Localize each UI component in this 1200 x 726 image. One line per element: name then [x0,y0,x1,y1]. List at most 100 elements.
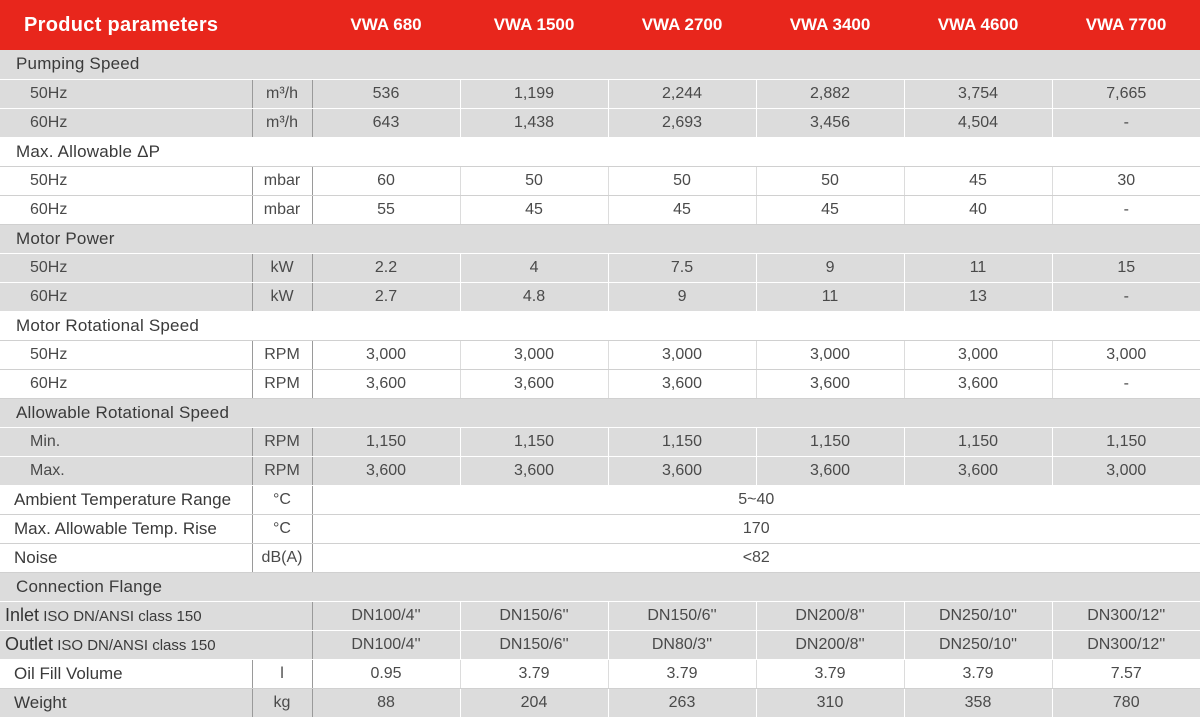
cell-value: 3,600 [756,456,905,486]
cell-value: DN250/10'' [904,630,1053,660]
cell-value: 3.79 [608,659,757,689]
cell-value: 4,504 [904,108,1053,138]
cell-value: 2.2 [312,253,461,283]
cell-value: 7.5 [608,253,757,283]
cell-value: - [1052,369,1200,399]
section-row-motor-power: Motor Power [0,224,1200,254]
row-label: 50Hz [0,340,253,370]
row-unit: mbar [252,195,313,225]
cell-value: DN100/4'' [312,601,461,631]
cell-value: 7.57 [1052,659,1200,689]
cell-value: 55 [312,195,461,225]
outlet-spec: ISO DN/ANSI class 150 [53,637,216,654]
table-row: 60Hz mbar 55 45 45 45 40 - [0,195,1200,225]
section-title: Pumping Speed [0,50,1200,80]
row-unit: kg [252,688,313,717]
row-label: Noise [0,543,253,573]
cell-value: 1,150 [608,427,757,457]
cell-value: 170 [312,514,1200,544]
cell-value: 3,000 [904,340,1053,370]
table-row-oil: Oil Fill Volume l 0.95 3.79 3.79 3.79 3.… [0,659,1200,689]
row-label: Max. Allowable Temp. Rise [0,514,253,544]
cell-value: 7,665 [1052,79,1200,109]
cell-value: 3,600 [904,456,1053,486]
cell-value: - [1052,108,1200,138]
cell-value: 3,000 [756,340,905,370]
table-row: 50Hz kW 2.2 4 7.5 9 11 15 [0,253,1200,283]
row-label: Min. [0,427,253,457]
table-row-inlet: Inlet ISO DN/ANSI class 150 DN100/4'' DN… [0,601,1200,631]
table-row: Min. RPM 1,150 1,150 1,150 1,150 1,150 1… [0,427,1200,457]
model-header: VWA 1500 [460,0,609,50]
section-title: Motor Rotational Speed [0,311,1200,341]
cell-value: 88 [312,688,461,717]
row-label: 60Hz [0,195,253,225]
cell-value: 3,600 [608,369,757,399]
cell-value: 3,600 [608,456,757,486]
cell-value: DN150/6'' [460,630,609,660]
cell-value: 15 [1052,253,1200,283]
cell-value: 310 [756,688,905,717]
row-unit: l [252,659,313,689]
row-label: 60Hz [0,369,253,399]
row-label: 50Hz [0,253,253,283]
cell-value: 3,000 [460,340,609,370]
table-row-temp-rise: Max. Allowable Temp. Rise °C 170 [0,514,1200,544]
section-row-max-dp: Max. Allowable ΔP [0,137,1200,167]
cell-value: DN150/6'' [608,601,757,631]
cell-value: 3.79 [904,659,1053,689]
cell-value: 3.79 [756,659,905,689]
cell-value: - [1052,195,1200,225]
cell-value: 2,693 [608,108,757,138]
outlet-name: Outlet [5,634,54,654]
cell-value: 9 [608,282,757,312]
cell-value: 11 [756,282,905,312]
cell-value: 50 [460,166,609,196]
section-row-flange: Connection Flange [0,572,1200,602]
table-row-outlet: Outlet ISO DN/ANSI class 150 DN100/4'' D… [0,630,1200,660]
cell-value: 45 [756,195,905,225]
row-unit: RPM [252,369,313,399]
section-row-pumping-speed: Pumping Speed [0,50,1200,80]
cell-value: 3,600 [312,456,461,486]
section-row-motor-speed: Motor Rotational Speed [0,311,1200,341]
row-unit: dB(A) [252,543,313,573]
row-unit: °C [252,485,313,515]
section-row-allowable-speed: Allowable Rotational Speed [0,398,1200,428]
cell-value: 45 [608,195,757,225]
cell-value: 30 [1052,166,1200,196]
table-row: 60Hz RPM 3,600 3,600 3,600 3,600 3,600 - [0,369,1200,399]
table-row: 60Hz kW 2.7 4.8 9 11 13 - [0,282,1200,312]
cell-value: 1,150 [756,427,905,457]
section-title: Motor Power [0,224,1200,254]
row-unit: m³/h [252,79,313,109]
cell-value: 9 [756,253,905,283]
row-unit: m³/h [252,108,313,138]
cell-value: 11 [904,253,1053,283]
cell-value: 3,000 [1052,340,1200,370]
model-header: VWA 4600 [904,0,1053,50]
cell-value: 50 [608,166,757,196]
section-title: Connection Flange [0,572,1200,602]
cell-value: - [1052,282,1200,312]
cell-value: 1,150 [904,427,1053,457]
cell-value: DN100/4'' [312,630,461,660]
model-header: VWA 7700 [1052,0,1200,50]
row-label: Weight [0,688,253,717]
cell-value: 3,000 [1052,456,1200,486]
cell-value: 3,456 [756,108,905,138]
section-title: Allowable Rotational Speed [0,398,1200,428]
table-title: Product parameters [0,0,313,50]
row-label: Max. [0,456,253,486]
row-label: 50Hz [0,166,253,196]
cell-value: 3,000 [312,340,461,370]
cell-value: 5~40 [312,485,1200,515]
cell-value: 2.7 [312,282,461,312]
cell-value: 1,150 [312,427,461,457]
cell-value: 3,600 [312,369,461,399]
row-unit: kW [252,282,313,312]
cell-value: 50 [756,166,905,196]
table-row-ambient: Ambient Temperature Range °C 5~40 [0,485,1200,515]
section-title: Max. Allowable ΔP [0,137,1200,167]
